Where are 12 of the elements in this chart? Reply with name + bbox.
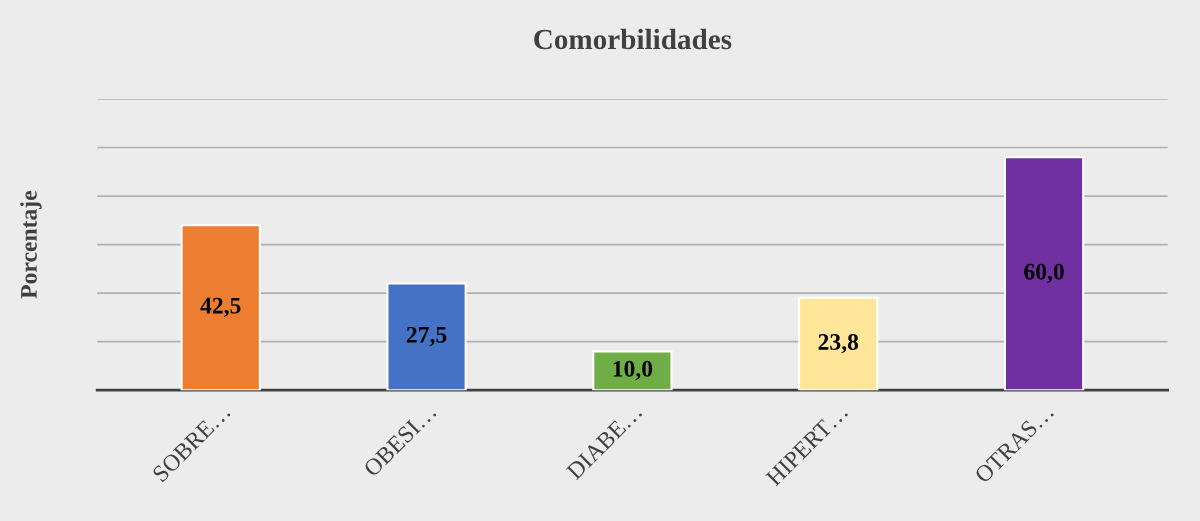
bar [180,224,261,391]
data-label: 10,0 [613,360,653,381]
chart-title: Comorbilidades [534,28,732,50]
data-label: 23,8 [818,334,859,354]
y-axis-title: Porcentaje [20,191,42,299]
bar [1003,156,1085,391]
bar [592,350,673,391]
data-label: 60,0 [1024,263,1064,284]
bar [798,296,879,391]
data-label: 42,5 [200,297,241,318]
bar [386,282,467,391]
data-label: 27,5 [406,326,447,347]
